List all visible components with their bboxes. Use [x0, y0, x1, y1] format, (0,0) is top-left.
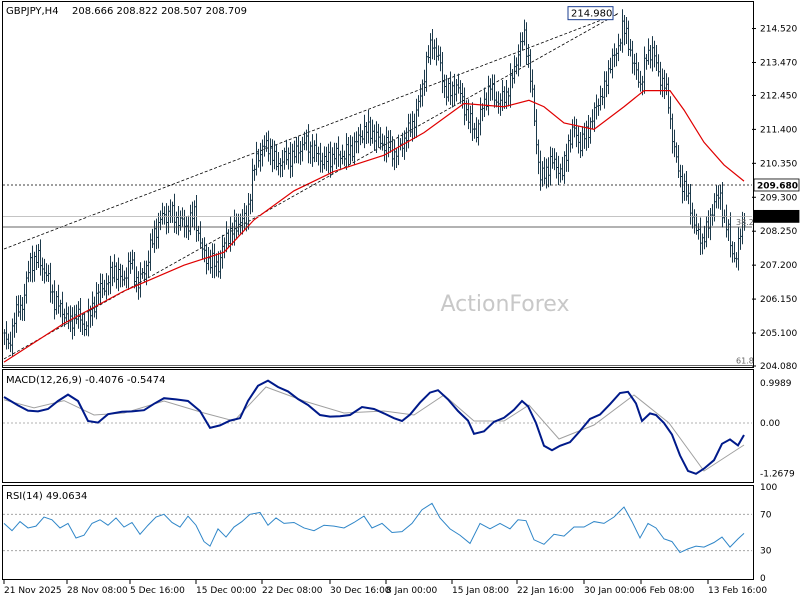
macd-y-tick-label: -1.2679 — [760, 470, 795, 480]
price-y-tick-label: 204.080 — [760, 362, 797, 372]
x-tick-label: 22 Dec 08:00 — [262, 586, 323, 596]
macd-main-line — [3, 379, 745, 475]
peak-label-box — [567, 6, 614, 21]
price-y-tick-label: 214.520 — [760, 25, 797, 35]
rsi-y-tick-label: 70 — [760, 510, 772, 520]
macd-y-tick-label: 0.00 — [760, 419, 780, 429]
price-y-tick-label: 212.450 — [760, 91, 797, 101]
x-tick-label: 15 Jan 08:00 — [452, 586, 509, 596]
x-tick-label: 30 Jan 00:00 — [584, 586, 641, 596]
watermark: ActionForex — [441, 292, 570, 317]
macd-y-tick-label: 0.9989 — [760, 379, 792, 389]
candles-group — [3, 9, 746, 357]
price-y-tick-label: 210.350 — [760, 159, 797, 169]
price-axis-label: 209.680 — [757, 181, 798, 191]
fib-label: 61.8 — [736, 356, 754, 365]
price-axis-label: 208.709 — [757, 213, 798, 223]
x-tick-label: 30 Dec 16:00 — [330, 586, 391, 596]
macd-panel-frame — [2, 369, 754, 483]
price-header-symbol: GBPJPY,H4 — [6, 6, 59, 17]
price-panel-frame — [2, 1, 754, 368]
x-tick-label: 5 Dec 16:00 — [130, 586, 185, 596]
x-tick-label: 28 Nov 08:00 — [67, 586, 128, 596]
x-tick-label: 15 Dec 00:00 — [196, 586, 257, 596]
price-axis-label-box — [753, 178, 800, 192]
rsi-y-tick-label: 30 — [760, 547, 772, 557]
price-y-tick-label: 211.400 — [760, 125, 797, 135]
price-y-tick-label: 205.100 — [760, 329, 797, 339]
price-y-tick-label: 208.250 — [760, 227, 797, 237]
price-y-tick-label: 213.470 — [760, 58, 797, 68]
peak-label: 214.980 — [571, 9, 612, 20]
macd-title: MACD(12,26,9) -0.4076 -0.5474 — [6, 375, 166, 386]
channel-line — [3, 13, 619, 360]
rsi-y-tick-label: 100 — [760, 483, 777, 493]
price-y-tick-label: 207.200 — [760, 261, 797, 271]
fib-label: 38.2 — [736, 218, 754, 227]
x-tick-label: 13 Feb 16:00 — [708, 586, 767, 596]
x-tick-label: 6 Feb 08:00 — [641, 586, 695, 596]
x-tick-label: 22 Jan 16:00 — [517, 586, 574, 596]
rsi-y-tick-label: 0 — [760, 574, 766, 584]
price-y-tick-label: 209.300 — [760, 193, 797, 203]
price-y-tick-label: 206.150 — [760, 295, 797, 305]
rsi-title: RSI(14) 49.0634 — [6, 491, 87, 502]
price-header-ohlc: 208.666 208.822 208.507 208.709 — [72, 6, 247, 17]
price-axis-label-box — [753, 209, 800, 223]
x-tick-label: 8 Jan 00:00 — [386, 586, 438, 596]
moving-average-line — [3, 89, 745, 363]
rsi-line — [3, 502, 745, 554]
rsi-panel-frame — [2, 485, 754, 580]
channel-line — [3, 13, 619, 250]
x-tick-label: 21 Nov 2025 — [4, 586, 62, 596]
